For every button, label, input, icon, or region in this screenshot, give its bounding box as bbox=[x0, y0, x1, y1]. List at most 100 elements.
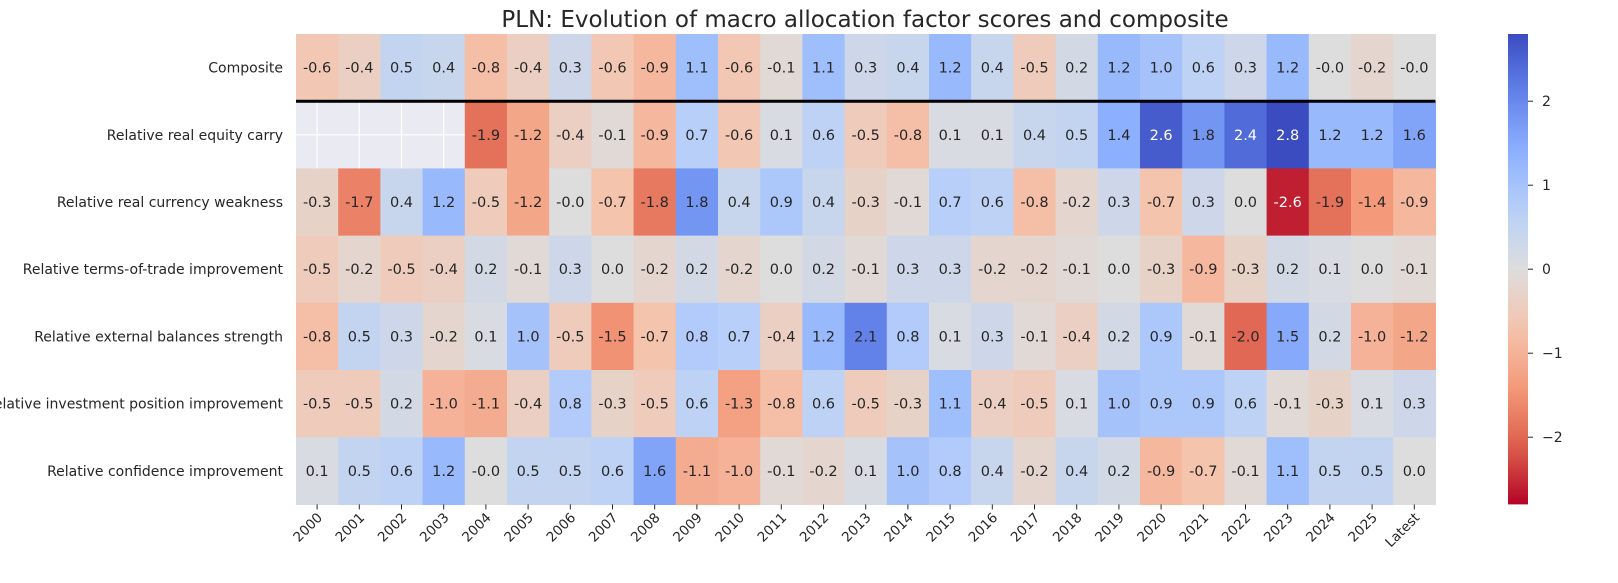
heatmap-cell-value: 0.8 bbox=[939, 464, 962, 480]
heatmap-cell-value: -1.9 bbox=[1316, 195, 1344, 211]
heatmap-cell-value: 0.5 bbox=[348, 329, 371, 345]
heatmap-cell-value: 0.8 bbox=[685, 329, 708, 345]
heatmap-cell bbox=[1308, 235, 1352, 304]
heatmap-cell bbox=[1055, 370, 1099, 438]
heatmap-cell bbox=[1266, 302, 1310, 371]
heatmap-cell-value: 0.2 bbox=[474, 262, 497, 278]
heatmap-cell bbox=[1140, 370, 1183, 438]
heatmap-cell bbox=[464, 235, 508, 304]
row-label: Composite bbox=[208, 61, 283, 77]
heatmap-cell bbox=[1140, 437, 1183, 505]
heatmap-cell-value: -0.2 bbox=[1020, 262, 1048, 278]
heatmap-cell-value: -0.5 bbox=[345, 397, 373, 413]
heatmap-cell-value: 1.0 bbox=[1150, 61, 1173, 77]
heatmap-cell-value: -0.2 bbox=[1358, 61, 1386, 77]
heatmap-cell-value: 0.2 bbox=[685, 262, 708, 278]
heatmap-cell bbox=[1013, 302, 1057, 371]
heatmap-cell-value: -0.6 bbox=[725, 128, 753, 144]
heatmap-cell bbox=[1393, 168, 1436, 237]
heatmap-cell-value: -0.1 bbox=[1020, 329, 1048, 345]
heatmap-cell bbox=[929, 101, 972, 169]
heatmap-cell-value: 0.7 bbox=[728, 329, 751, 345]
heatmap-cell-value: -0.7 bbox=[598, 195, 626, 211]
heatmap-cell bbox=[1182, 101, 1225, 169]
heatmap-cell bbox=[338, 235, 381, 304]
heatmap-cell bbox=[380, 302, 424, 371]
colorbar-gradient bbox=[1508, 34, 1528, 505]
heatmap-cell bbox=[718, 34, 761, 102]
column-label: 2002 bbox=[375, 510, 411, 546]
heatmap-cell bbox=[296, 370, 339, 438]
heatmap-cell-value: -0.1 bbox=[1063, 262, 1091, 278]
column-label: 2014 bbox=[881, 510, 917, 546]
heatmap-cell-value: 0.1 bbox=[474, 329, 497, 345]
heatmap-cell bbox=[675, 370, 719, 438]
row-label: Relative terms-of-trade improvement bbox=[23, 262, 284, 278]
heatmap-cell-value: -0.5 bbox=[852, 128, 880, 144]
heatmap-cell bbox=[633, 235, 677, 304]
heatmap-cell-value: -0.4 bbox=[514, 397, 542, 413]
heatmap-cell bbox=[591, 370, 635, 438]
heatmap-cell bbox=[1266, 437, 1310, 505]
heatmap-cell-value: -0.9 bbox=[641, 128, 669, 144]
heatmap-cell bbox=[675, 168, 719, 237]
heatmap-cell bbox=[971, 370, 1014, 438]
heatmap-cell-value: -1.2 bbox=[514, 195, 542, 211]
heatmap-cell-value: 0.9 bbox=[1150, 329, 1173, 345]
heatmap-cell-value: -0.5 bbox=[641, 397, 669, 413]
heatmap-cell bbox=[464, 168, 508, 237]
heatmap-cell bbox=[507, 370, 550, 438]
column-label: 2003 bbox=[417, 510, 453, 546]
colorbar-tick-label: −1 bbox=[1542, 346, 1563, 362]
heatmap-cell-value: 0.4 bbox=[390, 195, 413, 211]
heatmap-cell bbox=[591, 34, 635, 102]
heatmap-cell bbox=[549, 302, 592, 371]
heatmap-cell-value: -0.0 bbox=[472, 464, 500, 480]
heatmap-cell bbox=[549, 370, 592, 438]
heatmap-cell-value: 1.0 bbox=[1107, 397, 1130, 413]
heatmap-cell bbox=[1140, 235, 1183, 304]
heatmap-cell-value: -1.1 bbox=[472, 397, 500, 413]
column-label: 2025 bbox=[1345, 510, 1381, 546]
heatmap-cell bbox=[1055, 101, 1099, 169]
heatmap-cell-value: -0.1 bbox=[1274, 397, 1302, 413]
heatmap-cell bbox=[549, 235, 592, 304]
heatmap-cell-value: -0.6 bbox=[303, 61, 331, 77]
heatmap-cell-value: 1.8 bbox=[1192, 128, 1215, 144]
heatmap-cell-value: -0.2 bbox=[430, 329, 458, 345]
heatmap-cell-value: -0.4 bbox=[430, 262, 458, 278]
heatmap-cells bbox=[296, 34, 1436, 505]
heatmap-cell-value: 0.9 bbox=[770, 195, 793, 211]
heatmap-cell bbox=[507, 235, 550, 304]
heatmap-cell-value: 0.7 bbox=[939, 195, 962, 211]
heatmap-cell bbox=[802, 437, 846, 505]
heatmap-cell bbox=[1182, 437, 1225, 505]
heatmap-cell-value: 0.1 bbox=[306, 464, 329, 480]
heatmap-cell bbox=[1097, 437, 1141, 505]
heatmap-cell bbox=[1266, 101, 1310, 169]
heatmap-cell-value: -0.2 bbox=[345, 262, 373, 278]
heatmap-cell-value: -1.2 bbox=[514, 128, 542, 144]
heatmap-cell-value: 0.0 bbox=[770, 262, 793, 278]
heatmap-cell-value: 0.3 bbox=[559, 262, 582, 278]
heatmap-cell-value: 1.0 bbox=[896, 464, 919, 480]
heatmap-cell bbox=[1140, 302, 1183, 371]
chart-title: PLN: Evolution of macro allocation facto… bbox=[501, 7, 1228, 33]
heatmap-cell-value: -2.0 bbox=[1231, 329, 1259, 345]
heatmap-cell-labels: -0.6 -0.4 0.5 0.4 -0.8 -0.4 0.3 -0.6 -0.9 1.1 -0.6… bbox=[303, 61, 1428, 480]
heatmap-cell bbox=[1308, 302, 1352, 371]
heatmap-cell bbox=[1393, 437, 1436, 505]
heatmap-cell bbox=[802, 235, 846, 304]
heatmap-cell bbox=[929, 235, 972, 304]
heatmap-cell-value: 0.5 bbox=[1065, 128, 1088, 144]
heatmap-cell-value: -1.0 bbox=[1358, 329, 1386, 345]
heatmap-cell-value: 0.3 bbox=[559, 61, 582, 77]
heatmap-cell-value: -0.5 bbox=[303, 397, 331, 413]
heatmap-cell-value: -0.3 bbox=[852, 195, 880, 211]
column-label: Latest bbox=[1382, 510, 1423, 551]
heatmap-cell-value: 0.6 bbox=[812, 128, 835, 144]
heatmap-cell-value: -0.5 bbox=[852, 397, 880, 413]
heatmap-cell bbox=[1097, 101, 1141, 169]
heatmap-cell bbox=[1013, 168, 1057, 237]
